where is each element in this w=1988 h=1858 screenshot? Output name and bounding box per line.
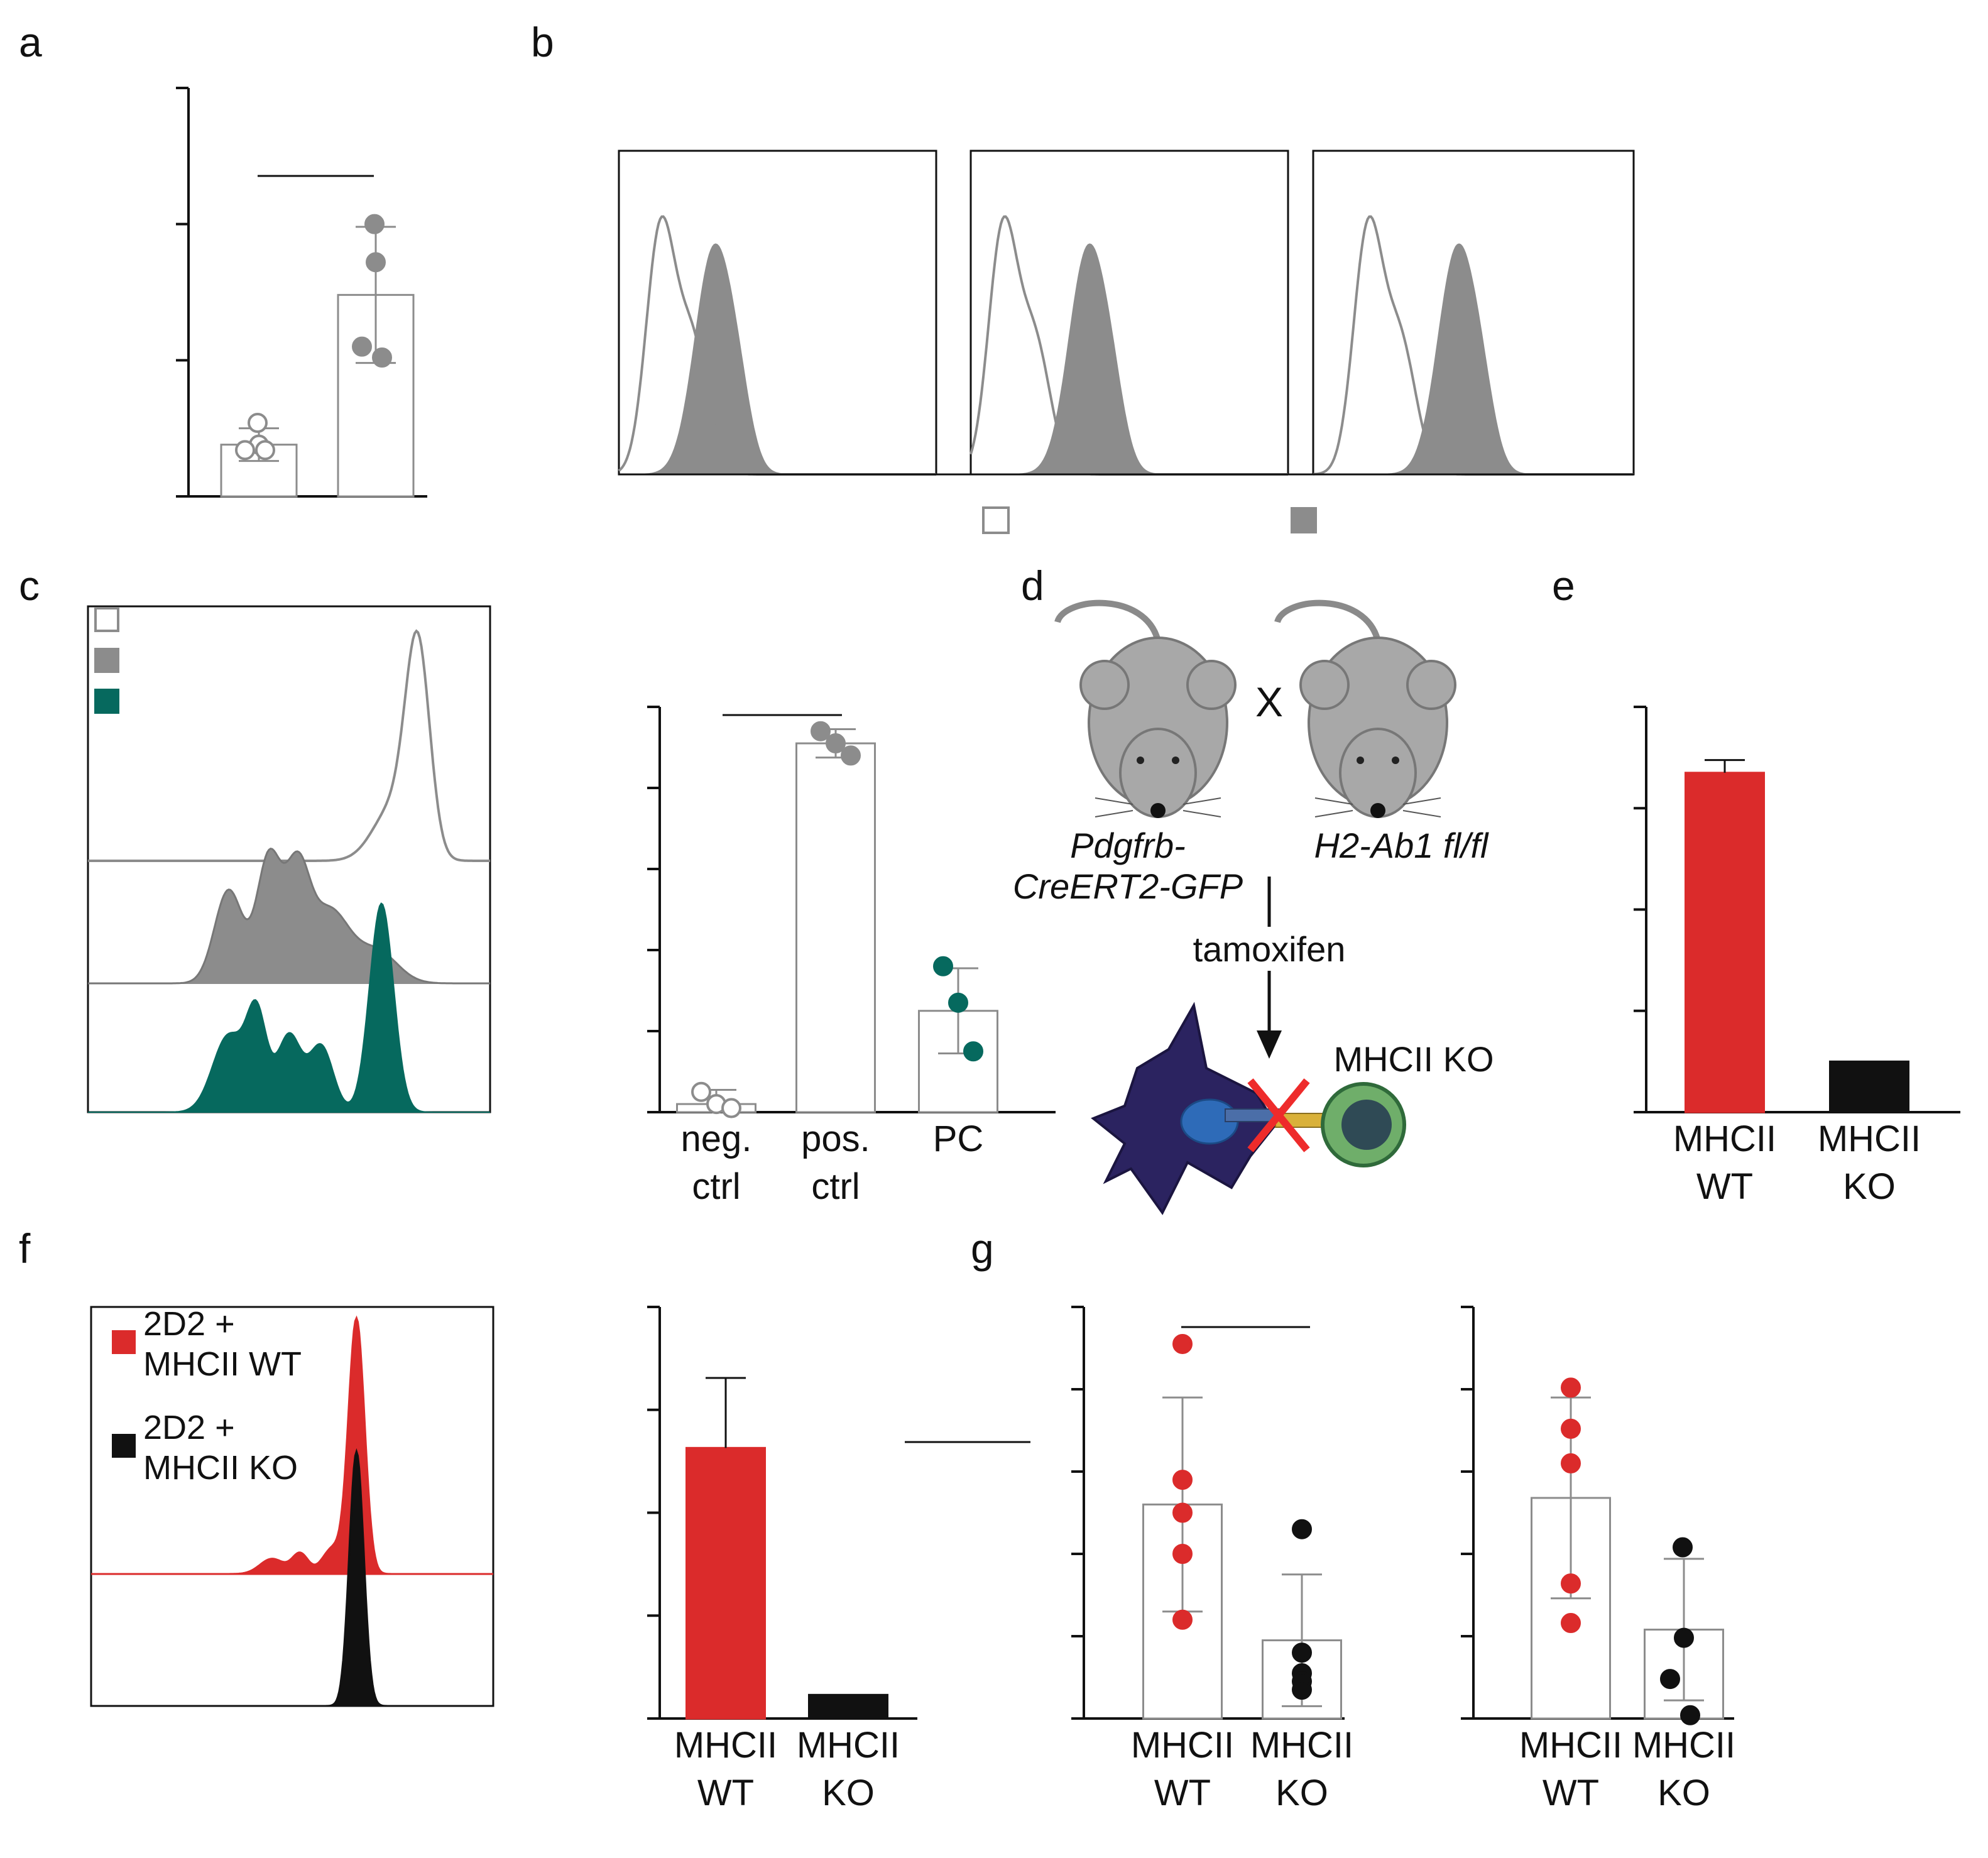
data-point: [1172, 1502, 1193, 1523]
data-point: [841, 745, 861, 766]
data-point: [691, 1081, 711, 1102]
histogram-frame: [618, 150, 937, 476]
data-point: [1561, 1453, 1581, 1473]
cross-symbol: X: [1255, 679, 1283, 725]
mouse-left-icon: [1054, 599, 1237, 818]
x-tick-label: neg. ctrl: [681, 1118, 752, 1207]
mhcii-ko-label: MHCII KO: [1333, 1039, 1494, 1079]
data-point: [1673, 1537, 1693, 1558]
data-point: [721, 1098, 741, 1118]
histogram-pos-ctrl: [88, 848, 490, 984]
legend-swatch: [94, 689, 119, 714]
histogram-pc-37c: [971, 243, 1288, 475]
pericyte-tcell-icon: [1091, 1002, 1406, 1215]
left-mouse-label-line2: CreERT2-GFP: [1013, 866, 1243, 906]
bar: [795, 742, 876, 1113]
data-point: [933, 956, 953, 976]
data-point: [235, 440, 255, 461]
panel-letter-e: e: [1552, 562, 1575, 609]
histogram-frame: [969, 150, 1289, 476]
data-point: [1172, 1333, 1193, 1354]
tamoxifen-arrowhead: [1257, 1030, 1282, 1059]
data-point: [1172, 1609, 1193, 1630]
data-point: [1172, 1544, 1193, 1564]
right-mouse-label: H2-Ab1 fl/fl: [1314, 826, 1490, 865]
legend-swatch: [94, 648, 119, 673]
data-point: [826, 733, 846, 754]
bar: [808, 1693, 888, 1720]
bar: [685, 1446, 766, 1720]
data-point: [1674, 1627, 1694, 1648]
panel-letter-d: d: [1021, 562, 1044, 609]
histogram-mhcii-wt: [91, 1315, 493, 1575]
legend-swatch: [112, 1330, 136, 1354]
data-point: [811, 721, 831, 741]
bar: [1829, 1060, 1909, 1113]
x-tick-label: MHCII WT: [1131, 1725, 1234, 1813]
x-tick-label: pos. ctrl: [801, 1118, 870, 1207]
legend-swatch: [1291, 507, 1317, 533]
x-tick-label: MHCII KO: [1632, 1725, 1735, 1813]
data-point: [948, 992, 968, 1013]
data-point: [1172, 1470, 1193, 1490]
bar: [1685, 772, 1765, 1113]
data-point: [963, 1041, 983, 1062]
panel-letter-a: a: [19, 19, 42, 65]
x-tick-label: MHCII KO: [797, 1725, 900, 1813]
data-point: [1292, 1680, 1312, 1700]
cross-out-icon: [1247, 1078, 1310, 1152]
x-tick-label: MHCII WT: [1519, 1725, 1622, 1813]
histogram-pcs-ot2: [88, 902, 490, 1113]
panel-d-scheme: X Pdgfrb- CreERT2-GFP H2-Ab1 fl/fl tamox…: [1013, 599, 1494, 1215]
legend-swatch: [112, 1434, 136, 1458]
x-tick-label: PC: [933, 1118, 984, 1159]
bar: [337, 293, 415, 498]
mouse-right-icon: [1274, 599, 1456, 818]
panel-letter-g: g: [971, 1225, 994, 1272]
data-point: [364, 214, 385, 234]
data-point: [1561, 1418, 1581, 1439]
data-point: [1292, 1519, 1312, 1539]
histogram-neg-ctrl: [88, 629, 490, 862]
data-point: [1660, 1669, 1680, 1690]
data-point: [352, 336, 372, 357]
legend-label: 2D2 + MHCII WT: [143, 1305, 302, 1383]
data-point: [366, 252, 386, 273]
legend-swatch: [982, 506, 1010, 534]
histogram-pos-ctrl-outline: [88, 847, 490, 985]
legend-swatch: [94, 607, 119, 632]
data-point: [1680, 1705, 1700, 1725]
left-mouse-label-line1: Pdgfrb-: [1070, 826, 1186, 865]
panel-letter-f: f: [19, 1225, 31, 1272]
data-point: [1561, 1377, 1581, 1398]
data-point: [1292, 1642, 1312, 1663]
data-point: [248, 413, 268, 433]
tamoxifen-label: tamoxifen: [1193, 929, 1346, 969]
x-tick-label: MHCII WT: [1673, 1118, 1776, 1207]
x-tick-label: MHCII KO: [1818, 1118, 1921, 1207]
x-tick-label: MHCII WT: [674, 1725, 777, 1813]
histogram-pc-37c: [1313, 243, 1634, 475]
panel-letter-c: c: [19, 562, 40, 609]
data-point: [372, 347, 392, 368]
data-point: [1561, 1613, 1581, 1634]
legend-label: 2D2 + MHCII KO: [143, 1409, 298, 1487]
data-point: [1561, 1573, 1581, 1594]
histogram-pc-37c: [619, 243, 936, 475]
data-point: [255, 440, 275, 461]
x-tick-label: MHCII KO: [1250, 1725, 1353, 1813]
panel-letter-b: b: [531, 19, 554, 65]
histogram-mhcii-ko: [91, 1448, 493, 1707]
histogram-ctrl-4c: [618, 215, 936, 476]
